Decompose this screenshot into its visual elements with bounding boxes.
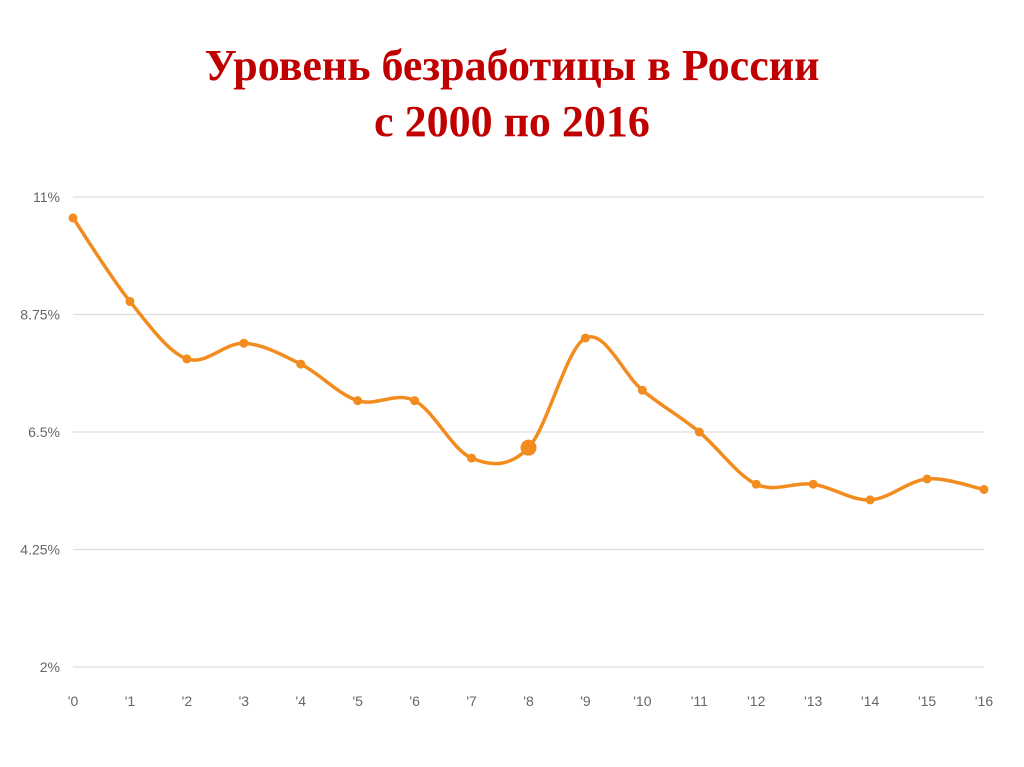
data-point	[239, 338, 249, 348]
y-tick-label: 8.75%	[20, 307, 60, 323]
x-tick-label: '6	[409, 693, 420, 709]
chart-title-line-2: с 2000 по 2016	[374, 97, 650, 146]
x-axis-tick-labels: '0 '1 '2 '3 '4 '5 '6 '7 '8 '9 '10 '11 '12 '13 '14 '15 '1…	[68, 693, 994, 709]
x-tick-label: '13	[804, 693, 822, 709]
y-tick-label: 6.5%	[28, 424, 60, 440]
x-tick-label: '7	[466, 693, 477, 709]
data-point	[808, 479, 818, 489]
grid-lines	[73, 196, 984, 668]
data-point	[637, 385, 647, 395]
y-axis-tick-labels: 11% 8.75% 6.5% 4.25% 2%	[20, 189, 60, 675]
x-tick-label: '3	[239, 693, 250, 709]
data-point	[125, 296, 135, 306]
y-tick-label: 4.25%	[20, 542, 60, 558]
chart-title-line-1: Уровень безработицы в России	[204, 41, 820, 90]
series-line-layer	[71, 216, 986, 502]
y-tick-label: 11%	[33, 189, 60, 205]
data-point	[353, 396, 363, 406]
data-point	[68, 213, 78, 223]
data-point	[694, 427, 704, 437]
data-points	[68, 213, 989, 505]
x-tick-label: '14	[861, 693, 879, 709]
data-point	[467, 453, 477, 463]
highlighted-data-point	[520, 439, 537, 456]
x-tick-label: '4	[296, 693, 307, 709]
x-tick-label: '1	[125, 693, 136, 709]
x-tick-label: '16	[975, 693, 993, 709]
data-point	[979, 484, 989, 494]
data-point	[751, 479, 761, 489]
chart-title: Уровень безработицы в России с 2000 по 2…	[0, 38, 1024, 150]
data-point	[580, 333, 590, 343]
x-tick-label: '5	[352, 693, 363, 709]
series-line	[71, 216, 986, 502]
y-tick-label: 2%	[40, 659, 60, 675]
x-tick-label: '10	[633, 693, 651, 709]
data-point	[865, 495, 875, 505]
x-tick-label: '15	[918, 693, 936, 709]
x-tick-label: '11	[691, 693, 708, 709]
x-tick-label: '2	[182, 693, 193, 709]
x-tick-label: '9	[580, 693, 591, 709]
x-tick-label: '8	[523, 693, 534, 709]
data-point	[410, 396, 420, 406]
x-tick-label: '12	[747, 693, 765, 709]
data-point	[296, 359, 306, 369]
data-point	[182, 354, 192, 364]
data-point	[922, 474, 932, 484]
x-tick-label: '0	[68, 693, 79, 709]
